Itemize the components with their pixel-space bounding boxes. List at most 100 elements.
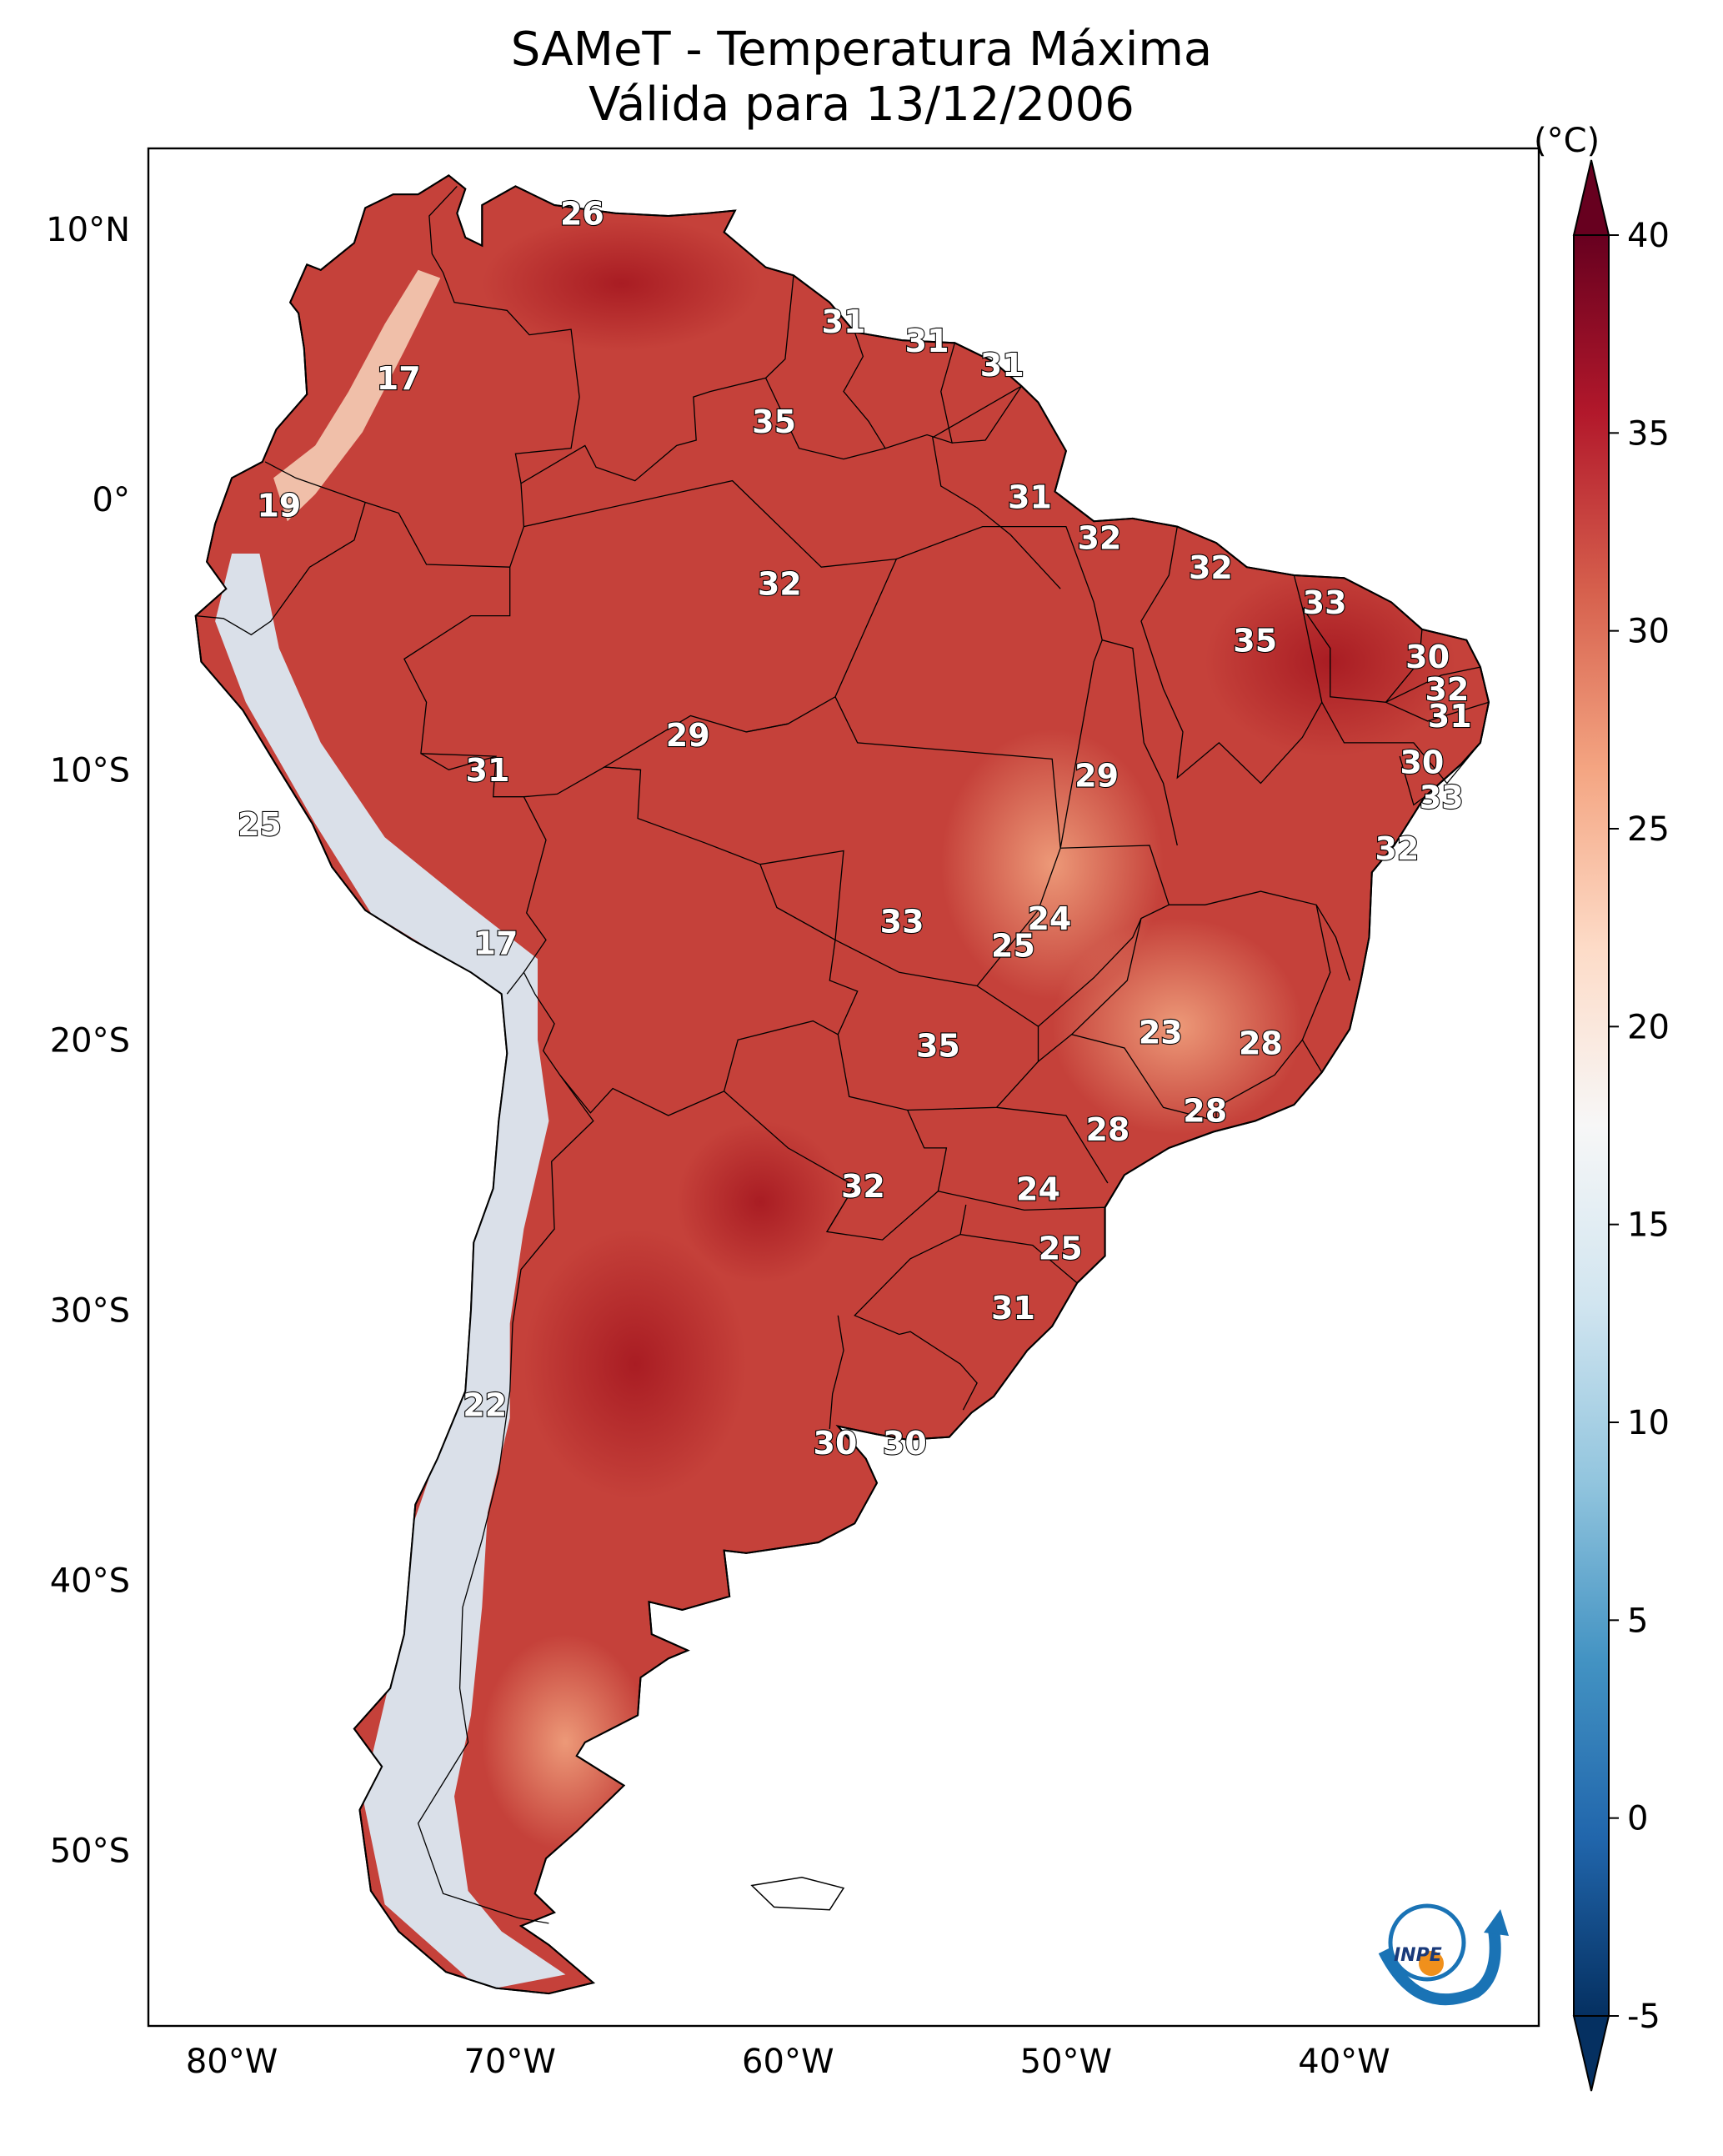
- border-line: [428, 185, 580, 484]
- border-line: [896, 525, 1103, 640]
- temperature-label: 31: [1008, 479, 1052, 516]
- temperature-label: 31: [991, 1290, 1035, 1326]
- temperature-label: 17: [474, 925, 518, 961]
- border-line: [420, 753, 497, 757]
- border-line: [1321, 701, 1481, 785]
- map-title: SAMeT - Temperatura Máxima: [510, 23, 1213, 77]
- colorbar-tick-label: 15: [1627, 1206, 1670, 1245]
- colorbar-tick-label: 35: [1627, 414, 1670, 453]
- latitude-tick-label: 10°N: [46, 211, 130, 249]
- temperature-label: 32: [1375, 830, 1419, 867]
- inpe-logo-text: INPE: [1394, 1945, 1442, 1966]
- border-line: [417, 1075, 594, 1924]
- colorbar-tick-label: 30: [1627, 613, 1670, 651]
- temperature-label: 31: [980, 347, 1024, 384]
- border-line: [829, 1315, 844, 1429]
- temperature-label: 17: [377, 360, 421, 397]
- temperature-label: 24: [1016, 1171, 1060, 1207]
- colorbar-tick-label: 20: [1627, 1008, 1670, 1046]
- border-line: [765, 332, 887, 460]
- temperature-label: 30: [883, 1425, 927, 1462]
- map-subtitle: Válida para 13/12/2006: [589, 78, 1134, 132]
- border-line: [1301, 607, 1423, 703]
- longitude-tick-label: 50°W: [1020, 2043, 1112, 2081]
- south-america-temperature-field: [194, 174, 1490, 1995]
- latitude-tick-label: 30°S: [50, 1291, 130, 1330]
- colorbar: (°C) 40 35 30 25 20 15 10 5 0 -5: [1534, 122, 1670, 2092]
- temperature-label: 25: [991, 928, 1035, 965]
- longitude-tick-label: 60°W: [742, 2043, 834, 2081]
- temperature-label: 32: [758, 565, 802, 602]
- border-line: [195, 461, 366, 636]
- temperature-label: 31: [466, 752, 510, 789]
- temperature-label: 30: [1400, 744, 1444, 780]
- colorbar-tick-label: 40: [1627, 217, 1670, 255]
- temperature-label: 29: [1074, 758, 1119, 795]
- border-line: [1169, 890, 1350, 981]
- border-line: [932, 385, 1061, 589]
- temperature-label: 25: [238, 806, 282, 843]
- temperature-label: 28: [1183, 1092, 1227, 1129]
- temperature-label: 33: [1420, 779, 1464, 815]
- border-line: [826, 1185, 855, 1232]
- temperature-label: 26: [560, 196, 604, 233]
- falkland-islands: [750, 1877, 845, 1911]
- temperature-label: 35: [1233, 623, 1277, 659]
- colorbar-unit: (°C): [1534, 122, 1600, 160]
- temperature-label: 31: [822, 303, 866, 340]
- temperature-label: 32: [841, 1168, 885, 1205]
- border-line: [952, 385, 1023, 444]
- border-line: [1385, 666, 1481, 703]
- border-line: [1385, 701, 1490, 722]
- border-line: [759, 850, 844, 940]
- colorbar-tick-label: 5: [1627, 1602, 1648, 1640]
- temperature-label: 25: [1039, 1231, 1083, 1267]
- latitude-tick-label: 40°S: [50, 1562, 130, 1600]
- temperature-label: 35: [916, 1028, 960, 1065]
- border-line: [996, 1106, 1109, 1184]
- temperature-label: 28: [1239, 1025, 1283, 1061]
- border-line: [1301, 905, 1331, 1073]
- border-line: [938, 1191, 1105, 1211]
- temperature-label: 28: [1085, 1111, 1129, 1148]
- temperature-label: 22: [463, 1387, 507, 1424]
- latitude-tick-label: 50°S: [50, 1832, 130, 1870]
- longitude-tick-label: 80°W: [186, 2043, 278, 2081]
- border-line: [1059, 639, 1178, 849]
- temperature-label: 31: [1428, 698, 1472, 735]
- border-line: [1140, 526, 1323, 785]
- temperature-label: 32: [1425, 671, 1469, 708]
- latitude-tick-label: 0°: [93, 481, 130, 519]
- border-line: [1215, 1039, 1303, 1121]
- temperature-label: 32: [1189, 549, 1233, 586]
- temperature-label: 33: [1303, 584, 1347, 621]
- temperature-label: 31: [905, 323, 949, 359]
- longitude-tick-label: 70°W: [463, 2043, 555, 2081]
- temperature-label: 30: [814, 1425, 858, 1462]
- latitude-tick-label: 20°S: [50, 1021, 130, 1060]
- border-line: [1070, 918, 1217, 1122]
- temperature-label: 33: [880, 904, 924, 940]
- temperature-label: 32: [1077, 519, 1121, 556]
- border-line: [854, 1204, 978, 1411]
- border-line: [834, 696, 1061, 849]
- colorbar-tick-label: 0: [1627, 1800, 1648, 1838]
- colorbar-tick-label: 25: [1627, 810, 1670, 849]
- temperature-label: 35: [752, 404, 796, 440]
- border-line: [960, 1233, 1078, 1284]
- colorbar-tick-label: -5: [1627, 1998, 1660, 2036]
- border-line: [403, 275, 794, 995]
- border-line: [1038, 1034, 1073, 1062]
- inpe-logo: INPE: [1378, 1903, 1509, 2006]
- border-line: [365, 501, 510, 568]
- longitude-tick-label: 40°W: [1298, 2043, 1390, 2081]
- colorbar-tick-label: 10: [1627, 1404, 1670, 1442]
- temperature-label: 30: [1405, 639, 1450, 675]
- temperature-label: 29: [666, 717, 710, 754]
- temperature-label: 24: [1027, 900, 1071, 937]
- border-line: [1399, 755, 1425, 806]
- latitude-tick-label: 10°S: [50, 751, 130, 790]
- temperature-label: 19: [257, 488, 301, 524]
- temperature-label: 23: [1139, 1014, 1183, 1050]
